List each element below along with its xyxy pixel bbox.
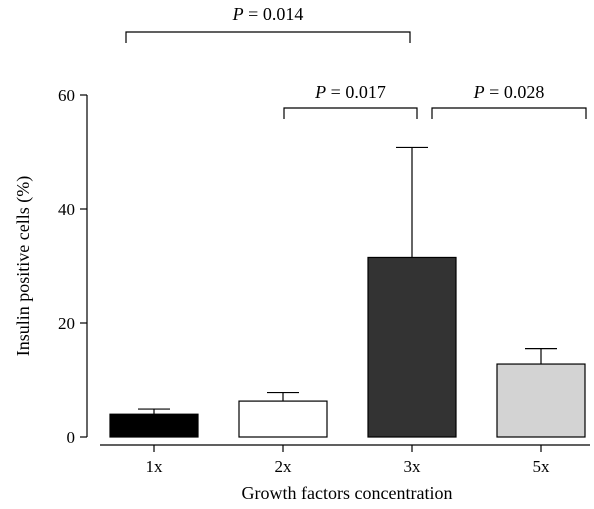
bars [109, 256, 586, 438]
x-tick-label-3x: 3x [404, 457, 422, 476]
significance-label: P = 0.028 [473, 82, 545, 102]
x-axis-title: Growth factors concentration [242, 483, 453, 503]
y-tick-label: 60 [58, 86, 75, 105]
bar-1x [109, 413, 199, 438]
significance-brackets: P = 0.014 P = 0.017 P = 0.028 [125, 4, 587, 119]
significance-bracket [283, 107, 418, 119]
x-tick-label-5x: 5x [533, 457, 551, 476]
significance-bracket [125, 31, 411, 43]
bar-3x [367, 256, 457, 438]
error-bars [138, 146, 557, 415]
x-tick-label-2x: 2x [275, 457, 293, 476]
y-axis-title: Insulin positive cells (%) [13, 176, 34, 356]
y-tick-label: 20 [58, 314, 75, 333]
y-tick-label: 0 [67, 428, 76, 447]
bar-5x [496, 363, 586, 438]
y-tick-label: 40 [58, 200, 75, 219]
axes: 0 20 40 60 1x 2x 3x 5x [58, 86, 590, 476]
significance-label: P = 0.017 [314, 82, 386, 102]
x-tick-label-1x: 1x [146, 457, 164, 476]
significance-bracket [431, 107, 587, 119]
significance-label: P = 0.014 [232, 4, 304, 24]
bar-2x [238, 400, 328, 438]
